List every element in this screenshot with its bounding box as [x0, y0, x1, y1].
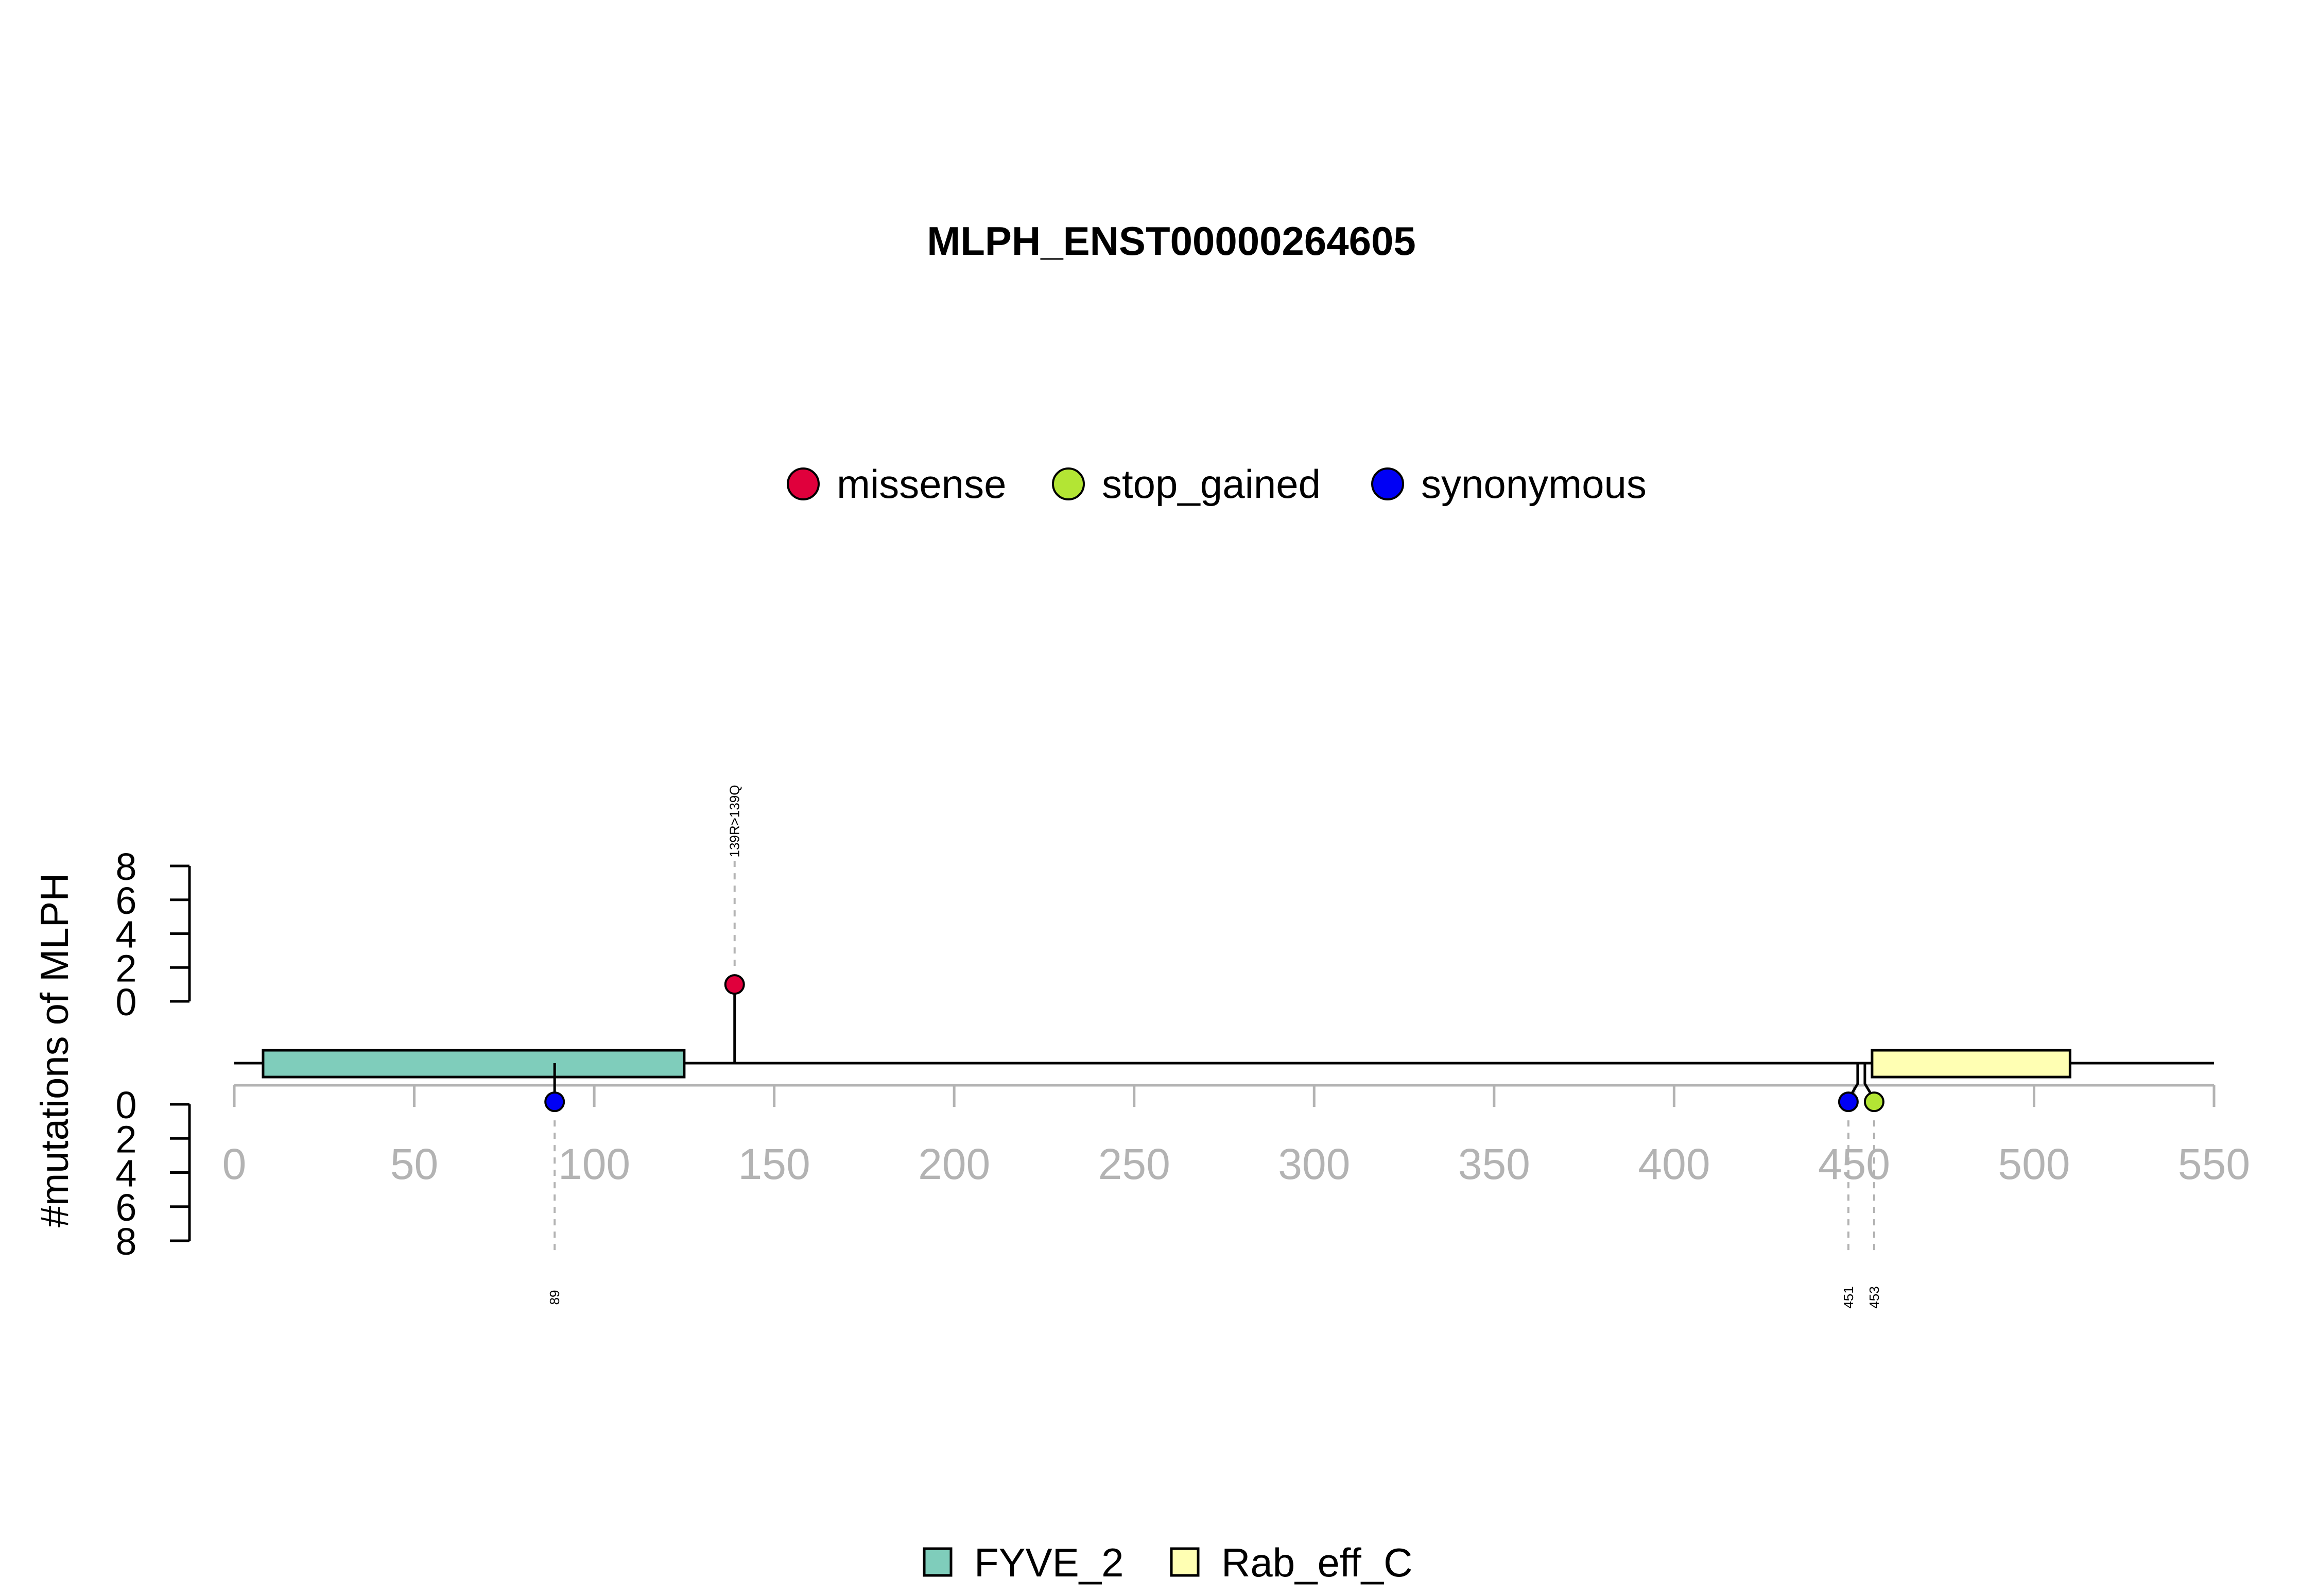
legend-label-missense: missense — [837, 461, 1006, 507]
y-tick-label-bottom-8: 8 — [115, 1220, 136, 1263]
mutation-label-451: 451 — [1841, 1286, 1856, 1308]
mutation-label-453: 453 — [1866, 1286, 1882, 1308]
y-tick-label-bottom-6: 6 — [115, 1186, 136, 1229]
domain-rab-eff-c — [1871, 1049, 2071, 1079]
chart-title: MLPH_ENST00000264605 — [927, 218, 1416, 264]
protein-backbone — [234, 1049, 2214, 1079]
domain-legend-swatch-rab-eff-c — [1170, 1547, 1200, 1577]
mutation-legend: missense stop_gained synonymous — [787, 461, 1647, 507]
y-tick-label-top-6: 6 — [115, 879, 136, 922]
legend-dot-stop-gained — [1052, 467, 1085, 500]
domain-legend-swatch-fyve-2 — [923, 1547, 953, 1577]
y-tick-label-top-8: 8 — [115, 845, 136, 888]
mutation-dot-453 — [1863, 1091, 1884, 1113]
legend-label-synonymous: synonymous — [1421, 461, 1647, 507]
y-axis-label: #mutations of MLPH — [33, 873, 77, 1228]
y-tick-label-top-4: 4 — [115, 913, 136, 956]
x-tick-label-0: 0 — [222, 1140, 247, 1188]
y-tick-label-bottom-0: 0 — [115, 1084, 136, 1126]
x-tick-label-400: 400 — [1638, 1140, 1710, 1188]
mutation-dot-451 — [1838, 1091, 1859, 1113]
mutations: 139R>139Q 89 451 453 — [544, 785, 1884, 1309]
x-tick-label-200: 200 — [918, 1140, 990, 1188]
mutation-label-89: 89 — [547, 1290, 562, 1305]
legend-dot-synonymous — [1371, 467, 1404, 500]
domain-legend-label-fyve-2: FYVE_2 — [974, 1540, 1123, 1585]
y-tick-label-bottom-2: 2 — [115, 1118, 136, 1160]
x-tick-label-500: 500 — [1998, 1140, 2070, 1188]
y-tick-label-top-0: 0 — [115, 981, 136, 1023]
domain-legend-label-rab-eff-c: Rab_eff_C — [1221, 1540, 1413, 1585]
mutation-dot-139r-139q — [724, 974, 745, 995]
mutation-dot-89 — [544, 1091, 565, 1113]
y-tick-label-bottom-4: 4 — [115, 1152, 136, 1195]
x-tick-label-50: 50 — [390, 1140, 438, 1188]
legend-label-stop-gained: stop_gained — [1102, 461, 1321, 507]
mutation-label-139r-139q: 139R>139Q — [727, 785, 742, 858]
domain-fyve-2 — [262, 1049, 686, 1079]
axes: 0 50 100 150 200 250 300 350 400 450 500 5500022446… — [33, 845, 2250, 1263]
x-tick-label-300: 300 — [1278, 1140, 1350, 1188]
x-tick-label-150: 150 — [738, 1140, 810, 1188]
domain-legend: FYVE_2 Rab_eff_C — [923, 1540, 1413, 1585]
x-tick-label-550: 550 — [2178, 1140, 2250, 1188]
legend-dot-missense — [787, 467, 820, 500]
x-tick-label-350: 350 — [1458, 1140, 1530, 1188]
y-tick-label-top-2: 2 — [115, 947, 136, 990]
x-tick-label-100: 100 — [558, 1140, 630, 1188]
x-tick-label-250: 250 — [1098, 1140, 1170, 1188]
x-tick-label-450: 450 — [1818, 1140, 1890, 1188]
